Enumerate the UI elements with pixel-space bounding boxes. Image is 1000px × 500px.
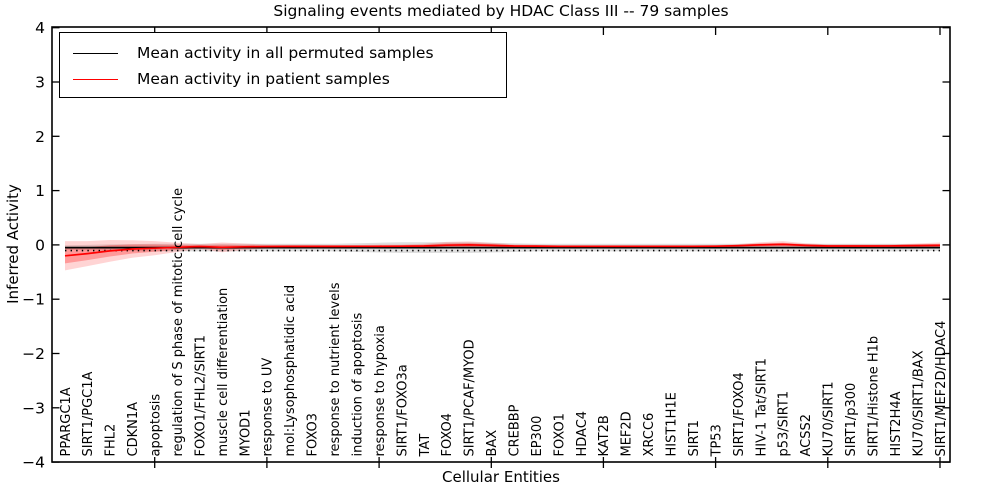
x-category-label: response to hypoxia [373,325,388,456]
x-category-label: KU70/SIRT1/BAX [911,350,926,456]
x-category-label: SIRT1/Histone H1b [867,336,882,457]
patient-mean-line [64,243,941,257]
x-category-label: apoptosis [149,394,164,457]
x-category-label: TP53 [709,424,724,457]
x-category-label: FOXO3 [306,413,321,456]
x-category-label: FOXO4 [440,413,455,456]
legend-box: Mean activity in all permuted samples Me… [59,32,507,98]
x-category-label: HIST2H4A [889,391,904,456]
x-category-label: KU70/SIRT1 [822,382,837,457]
confidence-bands [65,240,940,271]
x-category-label: HIV-1 Tat/SIRT1 [754,358,769,456]
y-tick-label: −1 [22,291,45,309]
y-tick-label: 0 [35,236,45,254]
legend-entry-permuted: Mean activity in all permuted samples [73,40,506,66]
x-category-label: response to UV [261,358,276,457]
x-category-label: muscle cell differentiation [216,288,231,457]
x-category-label: response to nutrient levels [328,282,343,456]
x-category-label: mol:Lysophosphatidic acid [283,285,298,457]
x-category-label: HDAC4 [575,411,590,457]
x-category-label: SIRT1/PCAF/MYOD [463,339,478,456]
y-tick-label: 3 [35,74,45,92]
x-category-label: EP300 [530,416,545,457]
permuted-line-swatch [73,52,118,54]
x-category-label: ACSS2 [799,414,814,457]
y-axis: 4 3 2 1 0 −1 −2 −3 −4 [22,19,950,472]
x-category-label: MEF2D [620,411,635,456]
x-category-label: FOXO1 [552,413,567,456]
x-category-label: TAT [418,434,433,458]
x-category-label: FOXO1/FHL2/SIRT1 [193,335,208,456]
legend-entry-patient: Mean activity in patient samples [73,66,506,92]
x-category-label: SIRT1/MEF2D/HDAC4 [934,321,949,457]
x-axis-label: Cellular Entities [442,468,560,486]
x-category-label: PPARGC1A [59,387,74,456]
x-axis [154,27,941,468]
x-category-label: BAX [485,430,500,457]
x-category-label: induction of apoptosis [351,312,366,456]
x-category-label: MYOD1 [238,410,253,457]
x-category-label: CDKN1A [126,402,141,457]
x-category-label: regulation of S phase of mitotic cell cy… [171,188,186,457]
x-category-label: CREBBP [508,404,523,456]
legend-label-permuted: Mean activity in all permuted samples [137,44,434,62]
x-category-label: XRCC6 [642,413,657,457]
x-category-label: HIST1H1E [665,392,680,456]
x-category-label: SIRT1/PGC1A [81,371,96,456]
x-category-label: SIRT1/FOXO4 [732,372,747,456]
y-axis-label: Inferred Activity [4,184,22,304]
chart-title: Signaling events mediated by HDAC Class … [273,2,729,20]
y-tick-label: 2 [35,128,45,146]
x-category-label: SIRT1/p300 [844,383,859,457]
x-category-labels: PPARGC1A SIRT1/PGC1A FHL2 CDKN1A apoptosis re… [59,188,949,458]
y-tick-label: −4 [22,454,45,472]
y-tick-label: −2 [22,345,45,363]
legend-label-patient: Mean activity in patient samples [137,70,390,88]
y-tick-label: −3 [22,399,45,417]
x-category-label: FHL2 [104,424,119,457]
x-category-label: SIRT1/FOXO3a [395,364,410,456]
y-tick-label: 4 [35,19,45,37]
x-category-label: KAT2B [597,415,612,456]
y-tick-label: 1 [35,182,45,200]
patient-line-swatch [73,78,118,80]
x-category-label: SIRT1 [687,420,702,456]
x-category-label: p53/SIRT1 [777,391,792,457]
